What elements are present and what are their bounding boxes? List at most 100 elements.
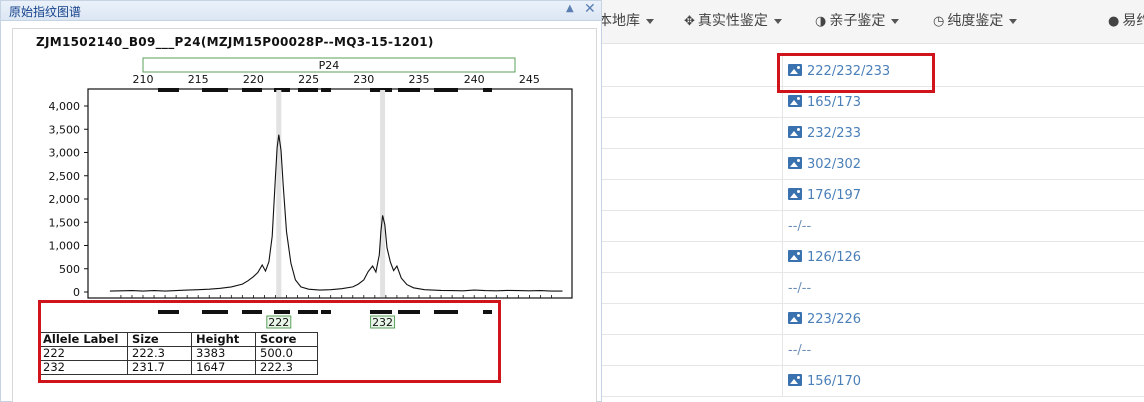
highlight-box xyxy=(777,53,935,93)
results-table: 222/232/233 165/173 232/233 302/302 176/… xyxy=(590,56,1144,397)
fingerprint-link-text: 302/302 xyxy=(807,157,862,172)
image-icon xyxy=(788,95,802,107)
chevron-down-icon xyxy=(891,18,900,24)
fingerprint-link-text: 165/173 xyxy=(807,95,862,110)
empty-result: --/-- xyxy=(788,281,812,296)
x-tick-label: 230 xyxy=(353,73,374,86)
fingerprint-link-text: 223/226 xyxy=(807,312,862,327)
cell-score: 222.3 xyxy=(255,360,318,375)
trace-line xyxy=(109,134,563,292)
fingerprint-link[interactable]: 302/302 xyxy=(788,149,861,180)
bin-marker-top xyxy=(274,88,290,92)
y-tick-label: 1,000 xyxy=(49,240,81,253)
table-row: 165/173 xyxy=(590,87,1144,118)
bin-marker-bottom xyxy=(274,310,290,314)
bin-marker-top xyxy=(434,88,458,92)
image-icon xyxy=(788,188,802,200)
allele-table: Allele Label Size Height Score 222 222.3… xyxy=(38,332,318,375)
table-row: 302/302 xyxy=(590,149,1144,180)
move-icon: ✥ xyxy=(684,14,695,29)
fingerprint-link[interactable]: 223/226 xyxy=(788,304,861,335)
bin-marker-bottom xyxy=(298,310,318,314)
clock-icon: ◷ xyxy=(933,14,945,29)
bin-marker-top xyxy=(242,88,262,92)
nav-paternity[interactable]: ◑ 亲子鉴定 xyxy=(815,0,900,44)
bin-marker-top xyxy=(398,88,420,92)
empty-result: --/-- xyxy=(788,219,812,234)
panel-header[interactable]: 原始指纹图谱 ▲ ✕ xyxy=(1,1,601,21)
peak-label: 232 xyxy=(372,316,393,329)
y-tick-label: 0 xyxy=(73,286,80,299)
collapse-button[interactable]: ▲ xyxy=(566,3,574,14)
table-row: 232 231.7 1647 222.3 xyxy=(38,360,318,375)
peak-label-box xyxy=(266,315,292,329)
peak-band xyxy=(380,90,386,297)
bin-marker-top xyxy=(298,88,318,92)
table-row: 126/126 xyxy=(590,242,1144,273)
fingerprint-link-text: 232/233 xyxy=(807,126,862,141)
cell-allele-label: 222 xyxy=(38,346,128,361)
image-icon xyxy=(788,157,802,169)
fingerprint-link-text: 156/170 xyxy=(807,374,862,389)
nav-purity[interactable]: ◷ 纯度鉴定 xyxy=(933,0,1018,44)
chevron-down-icon xyxy=(1009,18,1018,24)
y-tick-label: 1,500 xyxy=(49,216,81,229)
fingerprint-link[interactable]: 222/232/233 xyxy=(788,56,890,87)
fingerprint-link-text: 222/232/233 xyxy=(807,64,891,79)
plot-frame xyxy=(87,88,573,299)
fingerprint-link[interactable]: 126/126 xyxy=(788,242,861,273)
table-row: --/-- xyxy=(590,335,1144,366)
cell-score: 500.0 xyxy=(255,346,318,361)
fingerprint-link[interactable]: 165/173 xyxy=(788,87,861,118)
empty-result: --/-- xyxy=(788,343,812,358)
x-tick-label: 210 xyxy=(133,73,154,86)
nav-authenticity[interactable]: ✥ 真实性鉴定 xyxy=(684,0,782,44)
nav-user[interactable]: ● 易约 xyxy=(1108,0,1144,44)
chevron-down-icon xyxy=(773,18,782,24)
panel-title: 原始指纹图谱 xyxy=(9,5,82,19)
nav-paternity-label: 亲子鉴定 xyxy=(829,13,886,29)
close-button[interactable]: ✕ xyxy=(584,1,596,17)
bin-marker-top xyxy=(202,88,228,92)
table-row: 222/232/233 xyxy=(590,56,1144,87)
bin-marker-bottom xyxy=(434,310,458,314)
marker-label: P24 xyxy=(319,59,340,72)
bin-marker-bottom xyxy=(242,310,262,314)
fingerprint-link[interactable]: 156/170 xyxy=(788,366,861,397)
x-tick-label: 215 xyxy=(188,73,209,86)
chevron-down-icon xyxy=(646,18,654,24)
fingerprint-link-text: 176/197 xyxy=(807,188,862,203)
bin-marker-top xyxy=(321,88,331,92)
image-icon xyxy=(788,374,802,386)
highlight-box xyxy=(38,300,501,383)
y-tick-label: 2,500 xyxy=(49,170,81,183)
image-icon xyxy=(788,312,802,324)
y-tick-label: 2,000 xyxy=(49,193,81,206)
fingerprint-link-text: 126/126 xyxy=(807,250,862,265)
table-row: --/-- xyxy=(590,211,1144,242)
x-tick-label: 240 xyxy=(464,73,485,86)
bin-marker-bottom xyxy=(398,310,420,314)
bin-marker-bottom xyxy=(158,310,179,314)
x-tick-label: 235 xyxy=(409,73,430,86)
fingerprint-link[interactable]: 232/233 xyxy=(788,118,861,149)
table-row: 176/197 xyxy=(590,180,1144,211)
user-icon: ● xyxy=(1108,14,1120,29)
bin-marker-top xyxy=(158,88,179,92)
table-row: 232/233 xyxy=(590,118,1144,149)
y-tick-label: 3,500 xyxy=(49,123,81,136)
image-icon xyxy=(788,250,802,262)
sample-name: ZJM1502140_B09___P24(MZJM15P00028P--MQ3-… xyxy=(36,35,434,49)
nav-local-library[interactable]: 本地库 xyxy=(598,0,654,44)
bin-marker-bottom xyxy=(370,310,392,314)
image-icon xyxy=(788,126,802,138)
image-icon xyxy=(788,64,802,76)
fingerprint-link[interactable]: 176/197 xyxy=(788,180,861,211)
nav-purity-label: 纯度鉴定 xyxy=(947,13,1004,29)
table-row: 222 222.3 3383 500.0 xyxy=(38,346,318,361)
nav-local-library-label: 本地库 xyxy=(598,13,640,29)
nav-authenticity-label: 真实性鉴定 xyxy=(697,13,768,29)
bin-marker-bottom xyxy=(202,310,228,314)
x-tick-label: 225 xyxy=(298,73,319,86)
nav-user-label: 易约 xyxy=(1122,13,1144,29)
